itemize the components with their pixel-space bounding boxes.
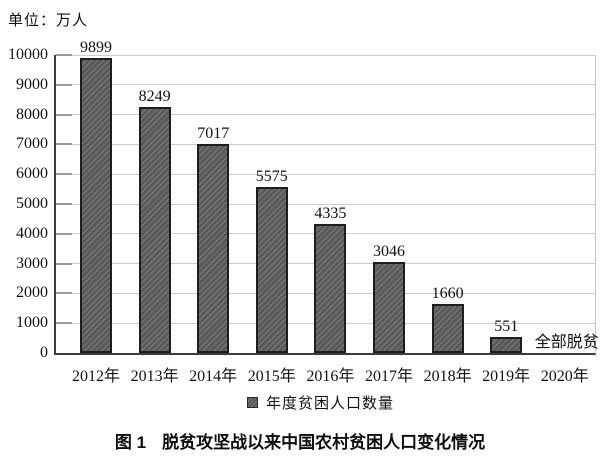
x-axis-label-2016年: 2016年 bbox=[306, 368, 355, 385]
unit-label: 单位：万人 bbox=[8, 13, 89, 29]
figure-number: 图 1 bbox=[114, 433, 147, 452]
y-axis-tick bbox=[56, 54, 72, 56]
y-axis-tick-label: 3000 bbox=[16, 254, 48, 272]
figure-caption: 图 1 脱贫攻坚战以来中国农村贫困人口变化情况 bbox=[0, 428, 600, 453]
bar-value-label: 9899 bbox=[80, 39, 112, 57]
y-axis-tick bbox=[56, 83, 72, 86]
x-axis-label-2019年: 2019年 bbox=[482, 368, 531, 385]
bar-value-label: 8249 bbox=[138, 88, 171, 106]
y-axis-tick-label: 1000 bbox=[16, 314, 48, 332]
x-axis-label-2020年: 2020年 bbox=[540, 368, 589, 385]
y-axis-tick-label: 9000 bbox=[16, 75, 48, 93]
x-axis-label-2014年: 2014年 bbox=[189, 368, 238, 385]
y-axis-tick-label: 2000 bbox=[16, 284, 48, 302]
y-axis-tick-label: 0 bbox=[40, 344, 48, 361]
bar-2019年 bbox=[490, 336, 523, 353]
figure-title: 脱贫攻坚战以来中国农村贫困人口变化情况 bbox=[162, 433, 486, 452]
gridline bbox=[56, 54, 595, 56]
bar-2017年 bbox=[373, 262, 405, 353]
y-axis-tick-label: 10000 bbox=[8, 46, 48, 63]
gridline bbox=[56, 84, 595, 86]
y-axis-tick-label: 8000 bbox=[16, 105, 48, 123]
y-axis-tick bbox=[56, 322, 72, 325]
y-axis-tick bbox=[56, 262, 72, 265]
y-axis-tick bbox=[56, 113, 72, 116]
gridline bbox=[56, 143, 595, 145]
bar-2016年 bbox=[314, 223, 347, 353]
x-axis-label-2013年: 2013年 bbox=[130, 368, 179, 385]
y-axis-tick bbox=[56, 292, 72, 295]
legend: 年度贫困人口数量 bbox=[247, 392, 394, 413]
bar-2013年 bbox=[138, 107, 171, 353]
y-axis-tick-label: 4000 bbox=[16, 224, 48, 242]
bar-value-label: 3046 bbox=[373, 243, 405, 261]
bar-2014年 bbox=[197, 143, 230, 353]
plot-area: 0 1000 2000 3000 4000 5000 6000 7000 8000 9000 100… bbox=[8, 39, 599, 385]
annotation-quanbu-tuopin: 全部脱贫 bbox=[534, 334, 599, 351]
x-axis-label-2012年: 2012年 bbox=[71, 368, 120, 385]
legend-label: 年度贫困人口数量 bbox=[266, 396, 395, 412]
bar-2015年 bbox=[255, 186, 288, 353]
bar-value-label: 5575 bbox=[255, 167, 288, 185]
bar-2012年 bbox=[80, 58, 112, 353]
x-axis-label-2015年: 2015年 bbox=[247, 368, 296, 385]
y-axis-tick-label: 6000 bbox=[16, 165, 48, 183]
y-axis-tick-label: 7000 bbox=[16, 135, 48, 153]
bar-2018年 bbox=[431, 303, 464, 353]
bar-value-label: 551 bbox=[494, 317, 519, 335]
y-axis-tick bbox=[56, 143, 72, 146]
y-axis-tick bbox=[56, 232, 72, 235]
y-axis-tick bbox=[56, 173, 72, 176]
bar-value-label: 7017 bbox=[197, 124, 230, 142]
bar-value-label: 1660 bbox=[431, 284, 464, 302]
x-axis-label-2018年: 2018年 bbox=[423, 368, 472, 385]
y-axis-tick-label: 5000 bbox=[16, 195, 48, 212]
bar-value-label: 4335 bbox=[314, 204, 347, 222]
gridline bbox=[56, 203, 595, 205]
gridline bbox=[56, 114, 595, 116]
legend-hatch-swatch-icon bbox=[247, 397, 258, 408]
x-axis-label-2017年: 2017年 bbox=[364, 368, 413, 385]
gridline bbox=[56, 173, 595, 175]
y-axis-tick bbox=[56, 203, 72, 205]
